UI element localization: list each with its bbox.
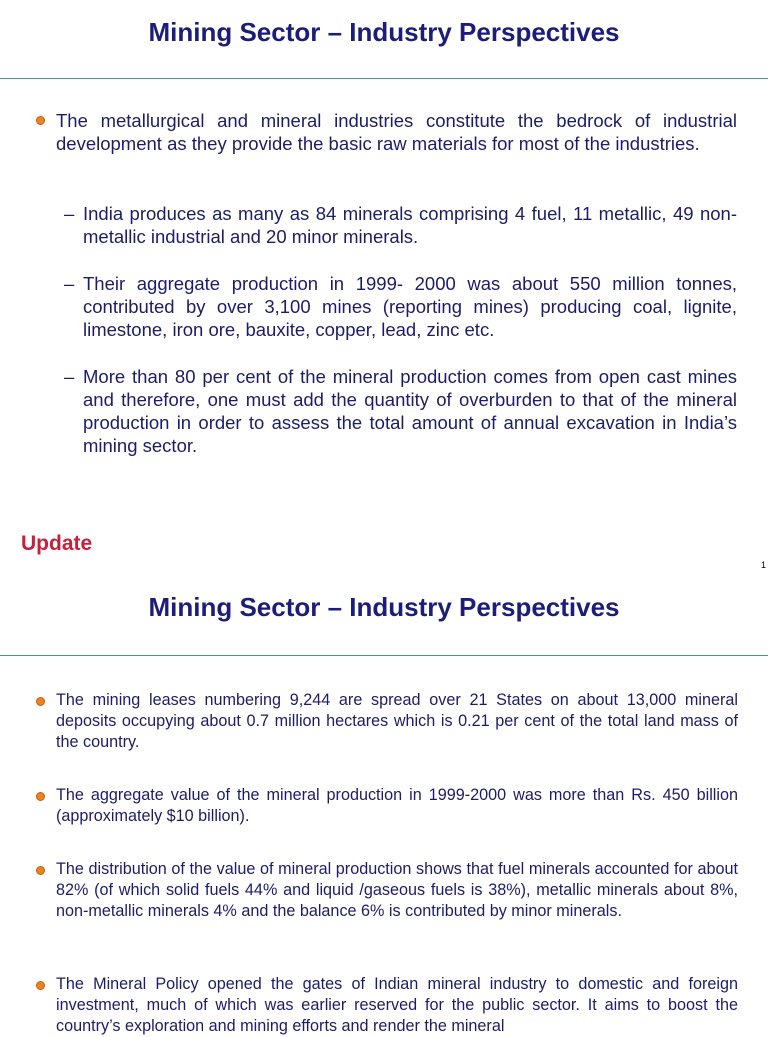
bullet-text: The Mineral Policy opened the gates of I… <box>56 975 738 1035</box>
title-rule <box>0 78 768 79</box>
subitem-text: More than 80 per cent of the mineral pro… <box>83 366 737 456</box>
subitem-text: Their aggregate production in 1999- 2000… <box>83 273 737 340</box>
bullet-text: The distribution of the value of mineral… <box>56 860 738 920</box>
title-rule <box>0 655 768 656</box>
bullet-text: The metallurgical and mineral industries… <box>56 110 737 154</box>
bullet-text: The aggregate value of the mineral produ… <box>56 786 738 825</box>
bullet-dot <box>36 981 45 990</box>
dash: – <box>64 366 75 387</box>
dash: – <box>64 273 75 294</box>
update-label: Update <box>21 532 93 555</box>
page-number: 1 <box>760 560 766 570</box>
bullet-text: The mining leases numbering 9,244 are sp… <box>56 691 738 751</box>
slide-title: Mining Sector – Industry Perspectives <box>148 17 620 47</box>
subitem-text: India produces as many as 84 minerals co… <box>83 203 737 247</box>
bullet-dot <box>36 792 45 801</box>
dash: – <box>64 203 75 224</box>
bullet-dot <box>36 866 45 875</box>
bullet-dot <box>36 116 45 125</box>
slide-title: Mining Sector – Industry Perspectives <box>148 592 620 622</box>
bullet-dot <box>36 697 45 706</box>
